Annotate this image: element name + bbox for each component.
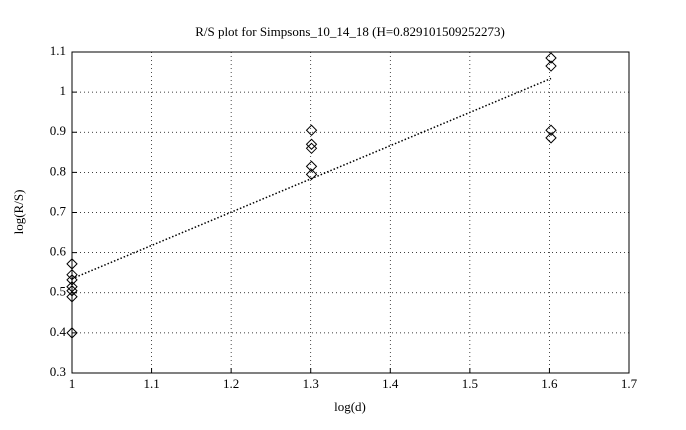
- x-tick-label: 1.1: [143, 376, 159, 391]
- y-tick-label: 1.1: [50, 43, 66, 58]
- y-axis-label: log(R/S): [11, 190, 26, 235]
- data-point: [66, 258, 78, 270]
- y-tick-label: 0.3: [50, 364, 66, 379]
- y-tick-label: 0.4: [50, 324, 67, 339]
- x-tick-label: 1: [69, 376, 76, 391]
- y-tick-label: 0.6: [50, 244, 67, 259]
- data-point: [66, 327, 78, 339]
- x-tick-label: 1.6: [541, 376, 558, 391]
- x-tick-label: 1.3: [303, 376, 319, 391]
- y-tick-label: 1: [60, 83, 67, 98]
- data-point: [305, 142, 318, 155]
- data-point: [66, 274, 78, 286]
- y-tick-label: 0.5: [50, 284, 66, 299]
- plot-frame: [71, 51, 630, 374]
- data-point: [66, 268, 78, 281]
- x-tick-label: 1.7: [621, 376, 638, 391]
- y-tick-label: 0.9: [50, 123, 66, 138]
- x-axis-label: log(d): [334, 399, 366, 414]
- x-tick-label: 1.4: [382, 376, 399, 391]
- data-point: [545, 52, 557, 64]
- x-tick-label: 1.2: [223, 376, 239, 391]
- y-tick-label: 0.7: [50, 203, 67, 218]
- data-point: [305, 138, 318, 150]
- data-point: [66, 291, 78, 303]
- data-point: [545, 132, 557, 144]
- data-point: [66, 285, 78, 297]
- data-point: [545, 124, 557, 136]
- data-point: [305, 124, 318, 136]
- x-tick-label: 1.5: [462, 376, 478, 391]
- data-point: [305, 160, 318, 173]
- fit-line: [71, 77, 552, 280]
- chart-title: R/S plot for Simpsons_10_14_18 (H=0.8291…: [195, 24, 505, 39]
- y-tick-label: 0.8: [50, 163, 66, 178]
- data-point: [545, 60, 557, 72]
